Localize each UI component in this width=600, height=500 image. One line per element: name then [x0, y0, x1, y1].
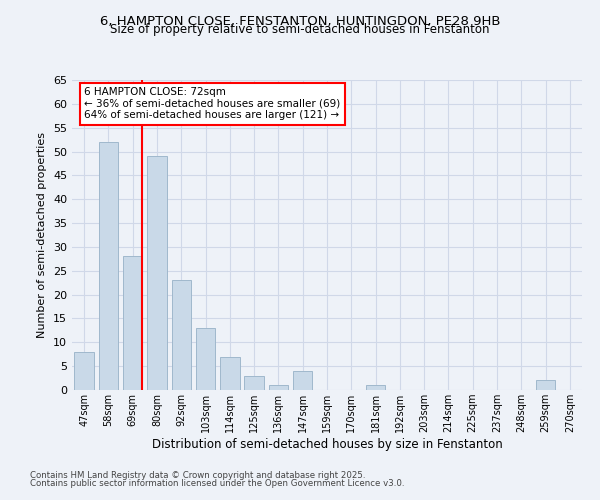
Bar: [244, 376, 264, 390]
Bar: [220, 356, 239, 390]
Text: Contains public sector information licensed under the Open Government Licence v3: Contains public sector information licen…: [30, 478, 404, 488]
Text: Contains HM Land Registry data © Crown copyright and database right 2025.: Contains HM Land Registry data © Crown c…: [30, 471, 365, 480]
Bar: [196, 328, 215, 390]
Bar: [366, 385, 385, 390]
Bar: [147, 156, 167, 390]
Text: 6, HAMPTON CLOSE, FENSTANTON, HUNTINGDON, PE28 9HB: 6, HAMPTON CLOSE, FENSTANTON, HUNTINGDON…: [100, 15, 500, 28]
X-axis label: Distribution of semi-detached houses by size in Fenstanton: Distribution of semi-detached houses by …: [152, 438, 502, 451]
Bar: [536, 380, 555, 390]
Bar: [269, 385, 288, 390]
Bar: [293, 371, 313, 390]
Bar: [123, 256, 142, 390]
Bar: [172, 280, 191, 390]
Text: Size of property relative to semi-detached houses in Fenstanton: Size of property relative to semi-detach…: [110, 22, 490, 36]
Bar: [99, 142, 118, 390]
Y-axis label: Number of semi-detached properties: Number of semi-detached properties: [37, 132, 47, 338]
Bar: [74, 352, 94, 390]
Text: 6 HAMPTON CLOSE: 72sqm
← 36% of semi-detached houses are smaller (69)
64% of sem: 6 HAMPTON CLOSE: 72sqm ← 36% of semi-det…: [84, 87, 340, 120]
